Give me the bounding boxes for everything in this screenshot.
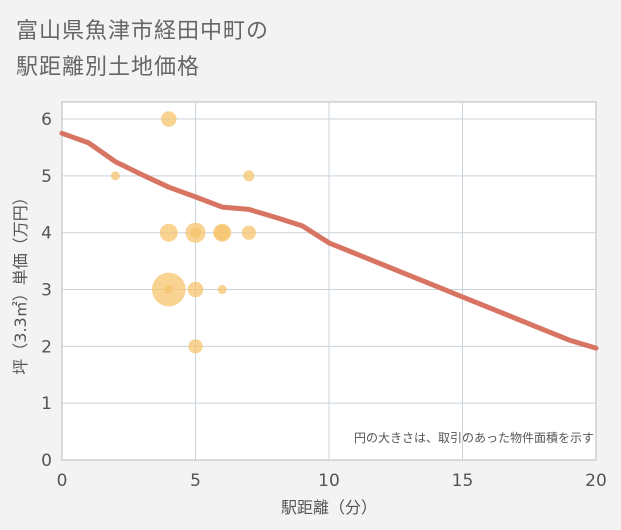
x-tick-labels: 0 5 10 15 20 bbox=[57, 471, 607, 491]
y-tick-3: 3 bbox=[41, 281, 52, 301]
x-tick-5: 5 bbox=[190, 471, 201, 491]
bubble-point bbox=[188, 339, 203, 354]
y-tick-2: 2 bbox=[41, 337, 52, 357]
grid-lines bbox=[62, 102, 596, 460]
y-tick-0: 0 bbox=[41, 451, 52, 471]
bubble-point bbox=[241, 225, 257, 240]
trend-series bbox=[59, 130, 599, 351]
bubble-point bbox=[243, 170, 255, 182]
trend-line bbox=[59, 130, 599, 351]
y-axis-label: 坪（3.3㎡）単価（万円） bbox=[11, 189, 30, 374]
size-note: 円の大きさは、取引のあった物件面積を示す bbox=[354, 430, 594, 445]
x-tick-0: 0 bbox=[57, 471, 68, 491]
bubble-point bbox=[217, 285, 227, 295]
title-line-1: 富山県魚津市経田中町の bbox=[16, 19, 270, 44]
bubble-point bbox=[110, 171, 120, 181]
bubble-series bbox=[110, 111, 257, 354]
bubble-point bbox=[159, 223, 178, 242]
x-tick-15: 15 bbox=[452, 471, 474, 491]
x-tick-10: 10 bbox=[318, 471, 340, 491]
y-tick-labels: 0 1 2 3 4 5 6 bbox=[41, 110, 52, 471]
x-tick-20: 20 bbox=[585, 471, 607, 491]
y-tick-6: 6 bbox=[41, 110, 52, 130]
bubble-point bbox=[189, 227, 202, 239]
bubble-point bbox=[187, 281, 204, 298]
y-tick-4: 4 bbox=[41, 224, 52, 244]
title-line-2: 駅距離別土地価格 bbox=[16, 55, 201, 80]
bubble-point bbox=[164, 285, 174, 295]
y-tick-5: 5 bbox=[41, 167, 52, 187]
bubble-point bbox=[161, 111, 177, 127]
bubble-point bbox=[214, 224, 230, 241]
x-axis-label: 駅距離（分） bbox=[281, 498, 377, 517]
chart-title: 富山県魚津市経田中町の 駅距離別土地価格 bbox=[16, 14, 269, 86]
y-tick-1: 1 bbox=[41, 394, 52, 414]
